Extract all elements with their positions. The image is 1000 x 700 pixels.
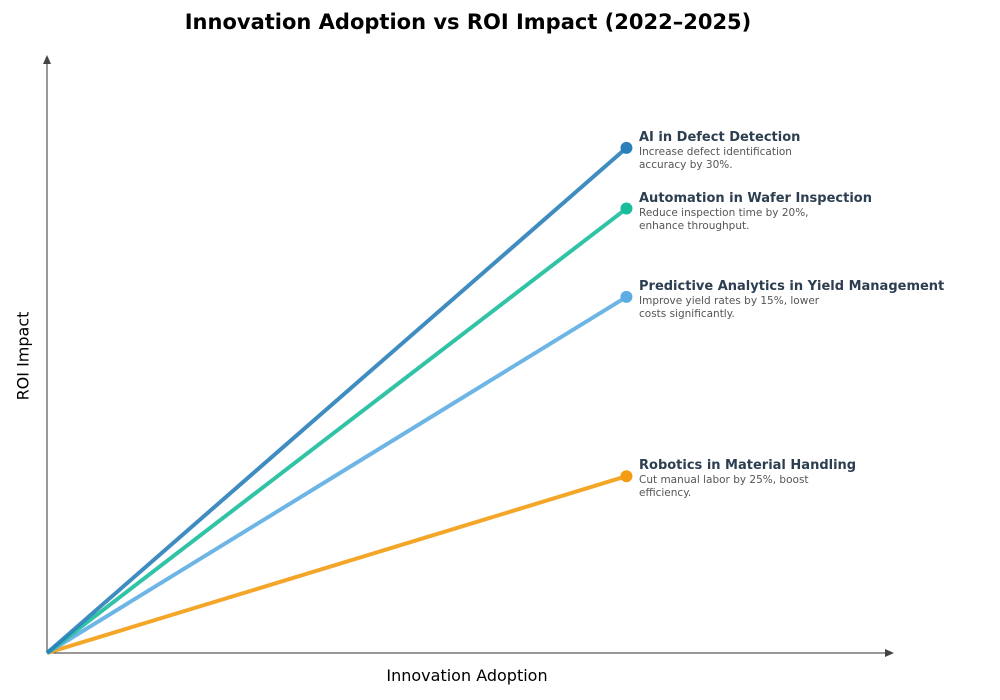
series-annotation: AI in Defect Detection Increase defect id… <box>639 130 839 172</box>
series-endpoint-0 <box>620 141 633 154</box>
series-line-1 <box>45 206 628 655</box>
series-name: Robotics in Material Handling <box>639 458 857 474</box>
series-name: AI in Defect Detection <box>639 129 801 145</box>
series-annotation: Robotics in Material Handling Cut manual … <box>639 458 856 500</box>
series-annotation: Automation in Wafer Inspection Reduce ins… <box>639 191 872 233</box>
series-line-2 <box>45 295 628 655</box>
y-axis-arrow-icon <box>43 55 51 64</box>
chart-title: Innovation Adoption vs ROI Impact (2022–… <box>184 10 752 34</box>
series-endpoint-1 <box>620 202 633 215</box>
series-endpoint-2 <box>620 290 633 303</box>
series-endpoint-3 <box>620 470 633 483</box>
x-axis-arrow-icon <box>885 649 894 657</box>
series-annotation: Predictive Analytics in Yield Management… <box>639 279 944 321</box>
series-description: Reduce inspection time by 20%, enhance t… <box>639 206 809 232</box>
series-line-0 <box>45 146 628 655</box>
series-description: Increase defect identification accuracy … <box>639 145 792 171</box>
series-line-3 <box>46 474 628 655</box>
series-name: Predictive Analytics in Yield Management <box>639 278 945 294</box>
series-description: Cut manual labor by 25%, boost efficienc… <box>639 474 809 500</box>
series-name: Automation in Wafer Inspection <box>639 190 872 206</box>
series-description: Improve yield rates by 15%, lower costs … <box>639 294 820 320</box>
x-axis-label: Innovation Adoption <box>386 666 548 685</box>
